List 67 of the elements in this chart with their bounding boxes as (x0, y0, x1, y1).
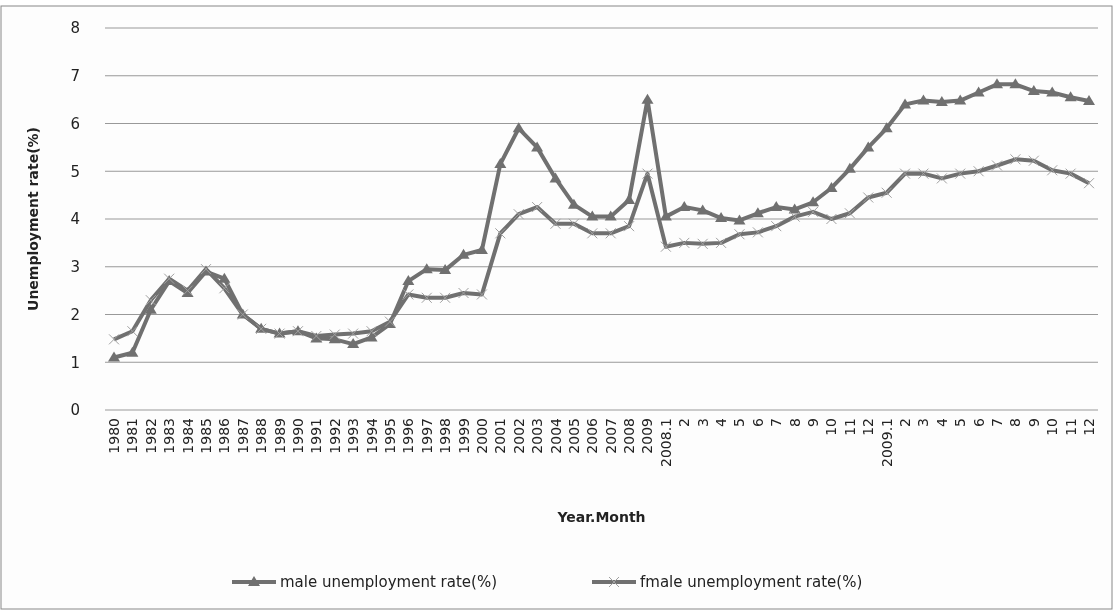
x-tick-label: 2005 (565, 418, 582, 454)
x-tick-label: 2001 (492, 418, 509, 454)
x-tick-label: 1982 (142, 418, 159, 454)
x-tick-label: 1997 (418, 418, 435, 454)
x-tick-label: 6 (970, 417, 987, 427)
x-tick-label: 1987 (234, 418, 251, 454)
x-tick-label: 2008.1 (657, 418, 674, 467)
x-tick-label: 2000 (473, 418, 490, 454)
y-tick-label: 6 (70, 114, 80, 133)
x-tick-label: 2009 (639, 418, 656, 454)
y-tick-label: 2 (70, 305, 80, 324)
y-tick-label: 8 (70, 19, 80, 38)
x-tick-label: 7 (768, 418, 785, 427)
x-tick-label: 9 (805, 418, 822, 427)
x-tick-label: 8 (786, 418, 803, 427)
x-tick-label: 3 (694, 418, 711, 427)
x-tick-label: 1981 (124, 418, 141, 454)
x-tick-label: 1980 (106, 418, 122, 454)
x-tick-label: 5 (952, 418, 969, 427)
x-tick-label: 1986 (216, 417, 233, 454)
x-tick-label: 1983 (161, 418, 178, 454)
x-tick-label: 9 (1025, 418, 1042, 427)
y-tick-label: 5 (70, 162, 80, 181)
y-axis-title: Unemployment rate(%) (25, 127, 41, 311)
y-tick-label: 3 (70, 258, 80, 276)
x-tick-label: 12 (1081, 418, 1097, 436)
x-tick-label: 2002 (510, 418, 527, 454)
x-tick-label: 1985 (197, 418, 214, 454)
x-tick-label: 2006 (584, 417, 601, 454)
x-tick-label: 3 (915, 418, 932, 427)
x-tick-label: 2008 (621, 418, 638, 454)
legend-label: fmale unemployment rate(%) (640, 573, 863, 592)
x-tick-label: 10 (823, 418, 840, 436)
y-tick-label: 0 (70, 401, 80, 420)
x-tick-label: 8 (1007, 418, 1024, 427)
x-tick-label: 1992 (326, 418, 343, 454)
y-tick-label: 7 (70, 67, 80, 85)
x-tick-label: 11 (1062, 418, 1079, 436)
x-tick-label: 1998 (437, 418, 454, 454)
x-tick-label: 1999 (455, 418, 472, 454)
x-tick-label: 2 (897, 418, 914, 427)
legend-label: male unemployment rate(%) (280, 573, 497, 592)
x-tick-label: 1988 (253, 418, 270, 454)
x-tick-label: 1991 (308, 418, 325, 454)
x-tick-label: 1993 (345, 418, 362, 454)
y-tick-label: 4 (70, 210, 80, 229)
x-tick-label: 2003 (529, 418, 546, 454)
x-axis-title: Year.Month (556, 509, 646, 525)
x-tick-label: 1996 (400, 417, 417, 454)
x-tick-label: 2004 (547, 417, 564, 454)
x-tick-label: 2 (676, 418, 693, 427)
x-tick-label: 1995 (381, 418, 398, 454)
x-tick-label: 2009.1 (878, 418, 895, 467)
x-tick-label: 6 (749, 417, 766, 427)
x-tick-label: 5 (731, 418, 748, 427)
x-tick-label: 2007 (602, 418, 619, 454)
x-tick-label: 7 (989, 418, 1006, 427)
x-tick-label: 1984 (179, 417, 196, 454)
y-tick-label: 1 (70, 353, 80, 372)
x-tick-label: 1990 (289, 418, 306, 454)
x-tick-label: 4 (933, 417, 950, 427)
x-tick-label: 1989 (271, 418, 288, 454)
x-tick-label: 10 (1044, 418, 1061, 436)
x-tick-label: 11 (841, 418, 858, 436)
x-tick-label: 12 (860, 418, 877, 436)
x-tick-label: 1994 (363, 417, 380, 454)
x-tick-label: 4 (713, 417, 730, 427)
